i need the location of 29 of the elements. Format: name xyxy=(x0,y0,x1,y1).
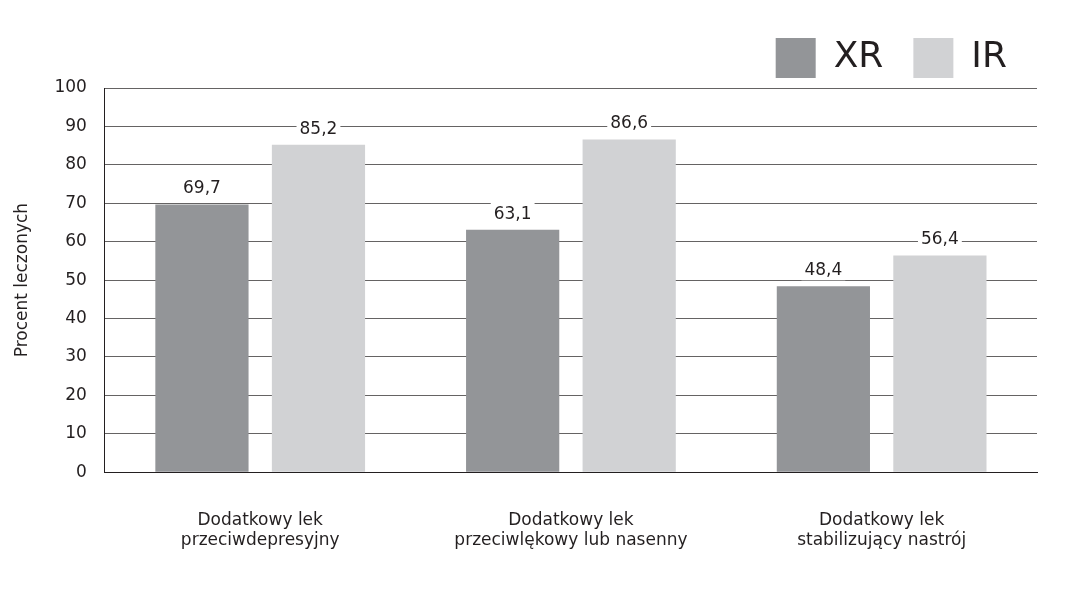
y-tick-label: 30 xyxy=(65,345,87,366)
data-label: 48,4 xyxy=(804,259,843,280)
x-tick-label: Dodatkowy lek przeciwdepresyjny xyxy=(180,508,340,550)
y-tick-label: 70 xyxy=(65,191,87,212)
bar xyxy=(582,139,676,472)
data-label: 56,4 xyxy=(920,228,959,249)
y-tick-label: 80 xyxy=(65,153,87,174)
y-tick-label: 90 xyxy=(65,114,87,135)
y-tick-label: 50 xyxy=(65,268,87,289)
y-tick-label: 10 xyxy=(65,422,87,443)
y-tick-label: 40 xyxy=(65,306,87,327)
bar xyxy=(776,286,870,472)
data-label: 85,2 xyxy=(299,117,338,138)
y-axis-title: Procent leczonych xyxy=(10,202,31,358)
data-label: 86,6 xyxy=(610,112,649,133)
y-tick-label: 100 xyxy=(54,76,87,97)
data-label: 63,1 xyxy=(493,202,532,223)
legend-label: IR xyxy=(971,34,1008,76)
x-tick-label: Dodatkowy lek przeciwlękowy lub nasenny xyxy=(454,508,688,550)
bar xyxy=(466,229,560,472)
y-tick-label: 0 xyxy=(76,460,87,481)
x-tick-label: Dodatkowy lek stabilizujący nastrój xyxy=(797,508,967,550)
y-tick-label: 60 xyxy=(65,230,87,251)
bar xyxy=(271,144,366,472)
data-label: 69,7 xyxy=(183,177,221,198)
bar xyxy=(155,204,249,472)
y-tick-label: 20 xyxy=(65,383,87,404)
legend-label: XR xyxy=(833,34,884,76)
bar xyxy=(893,255,987,472)
